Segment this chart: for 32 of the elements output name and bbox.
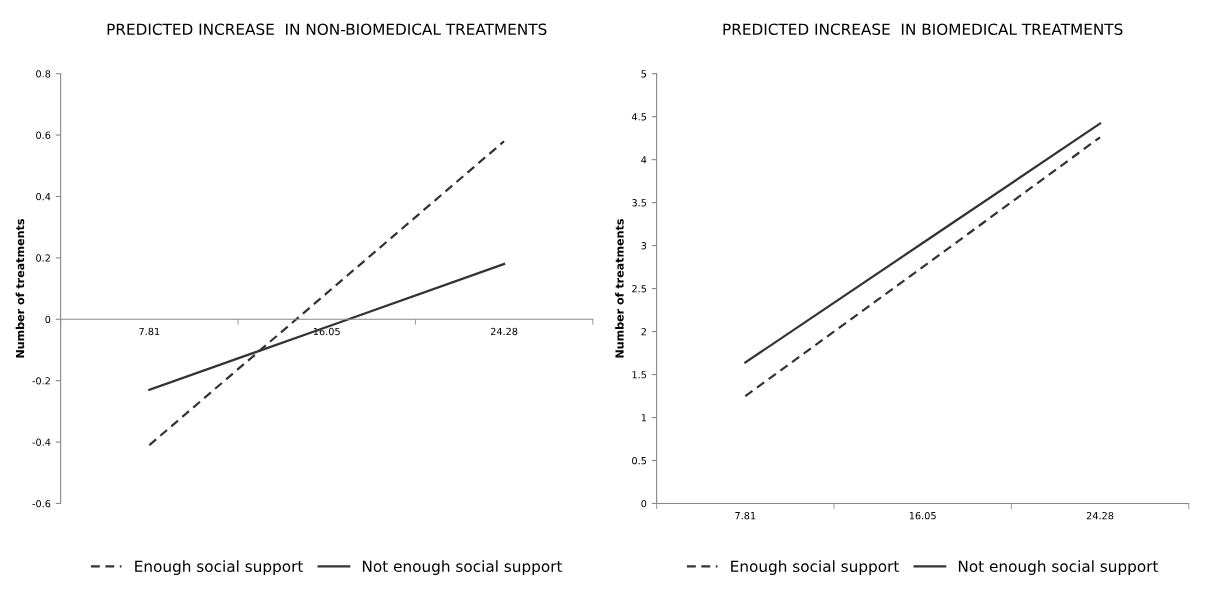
y-tick-label: 0.8 xyxy=(36,70,51,78)
y-tick-label: 0.6 xyxy=(36,131,51,139)
y-tick-label: 0 xyxy=(45,315,51,324)
y-tick-label: 3.5 xyxy=(632,199,647,207)
y-tick-label: 4 xyxy=(641,156,647,164)
y-tick-label: 0.5 xyxy=(632,456,647,465)
y-tick-label: 0.2 xyxy=(36,254,50,262)
y-tick-label: -0.6 xyxy=(32,499,51,508)
legend-label: Not enough social support xyxy=(958,560,1159,575)
x-tick-label: 24.28 xyxy=(1086,511,1114,520)
y-tick-label: 1 xyxy=(641,414,646,422)
y-tick-label: 0.4 xyxy=(36,192,51,201)
x-tick-label: 24.28 xyxy=(490,327,518,336)
y-tick-label: 5 xyxy=(641,70,647,78)
legend-label: Enough social support xyxy=(731,560,899,575)
y-tick-label: 2 xyxy=(641,328,646,336)
y-tick-label: 2.5 xyxy=(632,285,647,293)
legend-label: Enough social support xyxy=(135,560,304,575)
chart-title: PREDICTED INCREASE IN NON-BIOMEDICAL TREATMENTS xyxy=(107,23,547,36)
y-axis-title: Number of treatments xyxy=(615,219,624,358)
x-tick-label: 16.05 xyxy=(909,511,936,520)
y-axis-title: Number of treatments xyxy=(15,219,25,358)
y-tick-label: 3 xyxy=(641,242,647,250)
y-tick-label: -0.4 xyxy=(32,438,51,446)
y-tick-label: -0.2 xyxy=(32,377,50,385)
y-tick-label: 0 xyxy=(641,499,647,508)
y-tick-label: 1.5 xyxy=(632,371,647,379)
legend-label: Not enough social support xyxy=(362,560,563,575)
y-tick-label: 4.5 xyxy=(631,113,647,121)
chart-title: PREDICTED INCREASE IN BIOMEDICAL TREATMENTS xyxy=(723,23,1123,36)
x-tick-label: 7.81 xyxy=(139,327,160,336)
x-tick-label: 7.81 xyxy=(735,511,756,520)
